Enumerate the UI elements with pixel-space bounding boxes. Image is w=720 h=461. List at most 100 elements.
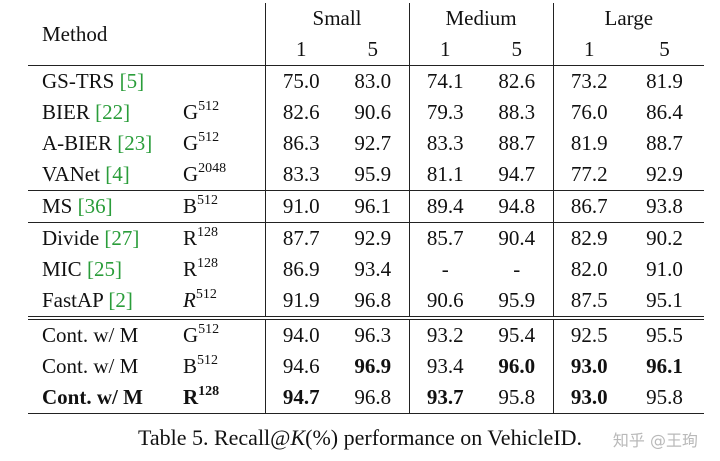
- citation-link[interactable]: [5]: [119, 69, 145, 93]
- value-cell: 86.9: [264, 254, 338, 285]
- value-cell: 73.2: [552, 65, 626, 97]
- value-cell: 86.3: [264, 128, 338, 159]
- value-cell: 95.1: [646, 288, 683, 312]
- citation-link[interactable]: [2]: [108, 288, 133, 312]
- embedding-backbone: G: [183, 100, 199, 124]
- value-cell: 95.8: [481, 382, 554, 414]
- value-cell: 81.9: [625, 65, 705, 97]
- caption-suffix: (%) performance on VehicleID.: [305, 425, 583, 450]
- method-name: BIER: [42, 100, 90, 124]
- value-cell: -: [513, 257, 521, 281]
- value-cell: 74.1: [408, 65, 482, 97]
- embedding-dim: 512: [197, 353, 219, 368]
- method-name: Cont. w/ M: [42, 323, 139, 347]
- embedding-cell: B512: [183, 351, 265, 382]
- method-name: A-BIER: [42, 131, 112, 155]
- citation-link[interactable]: [25]: [86, 257, 122, 281]
- value-cell: 95.9: [498, 288, 536, 312]
- value-cell: 82.6: [481, 65, 554, 97]
- watermark-text: 知乎 @王珣: [612, 431, 698, 450]
- value-cell: 86.4: [646, 100, 683, 124]
- embedding-cell: G2048: [183, 159, 265, 191]
- value-cell: 93.8: [625, 190, 705, 223]
- header-row-k: 1 5 1 5 1 5: [28, 33, 704, 66]
- citation-number: 2: [115, 288, 126, 312]
- embedding-backbone: G: [183, 162, 199, 186]
- embedding-backbone: R: [183, 288, 196, 312]
- embedding-backbone: R: [183, 385, 199, 409]
- embedding-backbone: R: [183, 226, 198, 250]
- table-row: MIC [25] R128 86.9 93.4- -82.0 91.0: [28, 254, 704, 285]
- value-cell: 93.0: [552, 351, 626, 382]
- value-cell: 94.6: [264, 351, 338, 382]
- method-cell: Divide [27]: [28, 222, 183, 254]
- method-cell: FastAP [2]: [28, 285, 183, 318]
- value-cell: 92.9: [337, 222, 410, 254]
- citation-link[interactable]: [23]: [117, 131, 153, 155]
- k-header: 1: [264, 33, 338, 66]
- value-cell: 82.0: [552, 254, 626, 285]
- value-cell: 93.4: [354, 257, 392, 281]
- value-cell: 81.9: [552, 128, 626, 159]
- value-cell: -: [408, 254, 482, 285]
- embedding-backbone: G: [183, 323, 199, 347]
- method-name: MIC: [42, 257, 82, 281]
- value-cell: 96.1: [337, 190, 410, 223]
- value-cell: 93.0: [552, 382, 626, 414]
- table-row: GS-TRS [5] 75.0 83.0 74.1 82.6 73.2 81.9: [28, 65, 705, 97]
- method-name: GS-TRS: [42, 69, 115, 93]
- value-cell: 90.2: [625, 222, 705, 254]
- citation-number: 5: [126, 69, 138, 93]
- group-header-medium: Medium: [408, 3, 554, 33]
- table-row: MS [36] B512 91.0 96.1 89.4 94.8 86.7 93.8: [28, 190, 705, 223]
- results-table-container: Method Small Medium Large 1 5 1 5 1 5 GS…: [28, 3, 705, 414]
- citation-link[interactable]: [27]: [104, 226, 140, 250]
- value-cell: 96.9: [354, 354, 392, 378]
- method-name: FastAP: [42, 288, 104, 312]
- value-cell: 95.4: [481, 316, 554, 351]
- value-cell: 90.4: [481, 222, 554, 254]
- group-header-large: Large: [552, 3, 705, 33]
- value-cell: 94.0: [264, 316, 338, 351]
- value-cell: 85.7: [408, 222, 482, 254]
- value-cell: 90.6: [354, 100, 392, 124]
- value-cell: 81.1: [408, 159, 482, 191]
- value-cell: 93.7: [408, 382, 482, 414]
- value-cell: 95.9: [354, 162, 392, 186]
- embedding-backbone: B: [183, 194, 198, 218]
- citation-number: 27: [111, 226, 133, 250]
- value-cell: 82.6: [264, 97, 338, 128]
- value-cell: 96.3: [337, 316, 410, 351]
- value-cell: 94.7: [264, 382, 338, 414]
- k-header: 1: [552, 33, 626, 66]
- value-cell: 88.3: [498, 100, 536, 124]
- table-row: VANet [4] G2048 83.3 95.9 81.1 94.7 77.2 92.9: [28, 159, 704, 191]
- k-header: 1: [408, 33, 482, 66]
- table-row: BIER [22] G512 82.6 90.6 79.3 88.3 76.0 86.4: [28, 97, 704, 128]
- citation-link[interactable]: [4]: [105, 162, 130, 186]
- value-cell: 82.9: [552, 222, 626, 254]
- embedding-cell: G512: [183, 97, 265, 128]
- table-row: Cont. w/ M G512 94.0 96.3 93.2 95.4 92.5 95.5: [28, 316, 705, 351]
- k-header: 5: [367, 36, 379, 61]
- citation-link[interactable]: [22]: [95, 100, 131, 124]
- citation-link[interactable]: [36]: [77, 194, 113, 218]
- citation-number: 4: [112, 162, 123, 186]
- embedding-backbone: R: [183, 257, 198, 281]
- method-cell: A-BIER [23]: [28, 128, 183, 159]
- embedding-dim: 512: [198, 99, 220, 114]
- value-cell: 87.5: [552, 285, 626, 318]
- table-row: A-BIER [23] G512 86.3 92.7 83.3 88.7 81.9 88.7: [28, 128, 704, 159]
- table-row: Divide [27] R128 87.7 92.9 85.7 90.4 82.9 90.2: [28, 222, 705, 254]
- embedding-dim: 2048: [198, 161, 227, 176]
- embedding-dim: 128: [197, 225, 219, 240]
- method-cell: MIC [25]: [28, 254, 183, 285]
- embedding-backbone: G: [183, 131, 199, 155]
- value-cell: 79.3: [408, 97, 482, 128]
- citation-number: 22: [102, 100, 124, 124]
- value-cell: 86.7: [552, 190, 626, 223]
- value-cell: 94.7: [498, 162, 536, 186]
- k-header: 5: [511, 36, 523, 61]
- value-cell: 96.0: [498, 354, 536, 378]
- k-header: 5: [659, 36, 670, 61]
